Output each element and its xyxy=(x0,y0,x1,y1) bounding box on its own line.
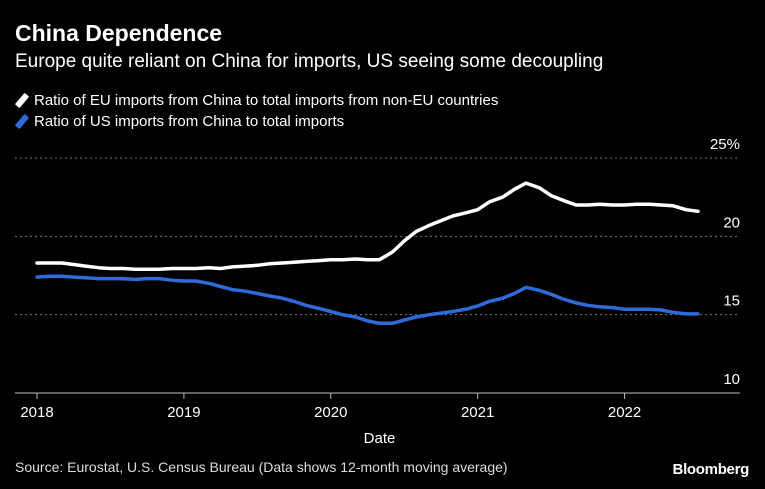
y-tick-label: 15 xyxy=(723,293,740,310)
y-tick-label: 10 xyxy=(723,371,740,388)
series-line-eu xyxy=(35,181,700,271)
legend-label-eu: Ratio of EU imports from China to total … xyxy=(34,92,499,109)
series-line-us xyxy=(35,274,700,326)
legend-item-us: Ratio of US imports from China to total … xyxy=(14,111,498,132)
x-tick-label: 2022 xyxy=(608,404,641,421)
x-tick-label: 2020 xyxy=(314,404,347,421)
chart-subtitle: Europe quite reliant on China for import… xyxy=(15,51,604,72)
x-axis-title: Date xyxy=(364,430,396,447)
y-tick-label: 25% xyxy=(710,136,740,153)
legend: Ratio of EU imports from China to total … xyxy=(14,90,499,132)
legend-label-us: Ratio of US imports from China to total … xyxy=(34,113,345,130)
y-tick-label: 20 xyxy=(723,214,740,231)
legend-item-eu: Ratio of EU imports from China to total … xyxy=(14,90,499,111)
x-tick-label: 2021 xyxy=(461,404,494,421)
x-tick-label: 2018 xyxy=(20,404,53,421)
source-note: Source: Eurostat, U.S. Census Bureau (Da… xyxy=(15,459,508,475)
x-tick-label: 2019 xyxy=(167,404,200,421)
chart-title: China Dependence xyxy=(15,20,223,46)
bloomberg-logo: Bloomberg xyxy=(672,461,750,478)
